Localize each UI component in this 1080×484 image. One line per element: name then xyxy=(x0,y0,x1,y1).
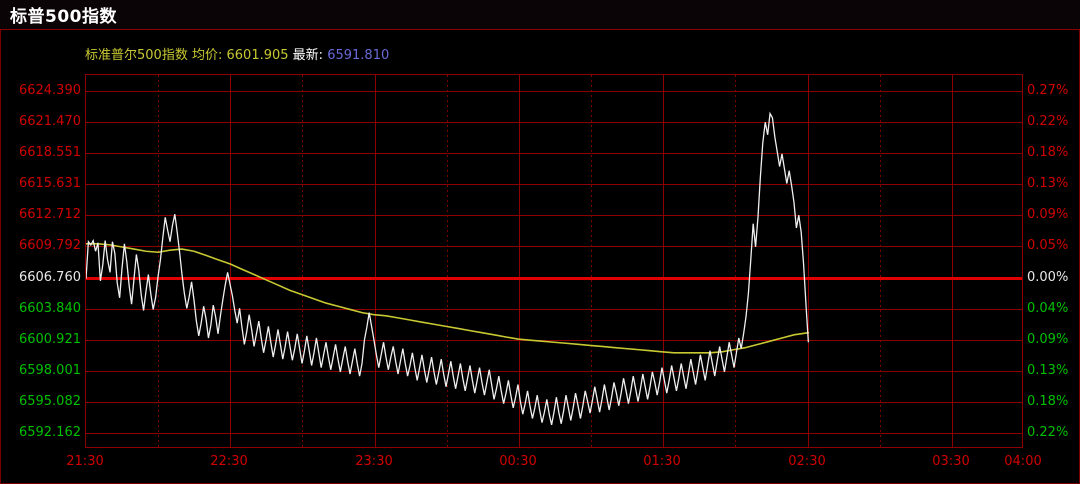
y-axis-right-tick: 0.18% xyxy=(1027,145,1069,160)
y-axis-left-tick: 6615.631 xyxy=(18,176,81,191)
y-axis-right-tick: 0.05% xyxy=(1027,238,1069,253)
y-axis-right-tick: 0.00% xyxy=(1027,270,1069,285)
plot-area[interactable] xyxy=(85,74,1023,448)
gridline-horizontal xyxy=(86,309,1022,310)
gridline-vertical xyxy=(808,75,809,447)
legend-last-label: 最新: xyxy=(292,48,324,63)
x-axis-tick: 04:00 xyxy=(1004,454,1042,469)
x-axis-tick: 23:30 xyxy=(355,454,393,469)
gridline-horizontal xyxy=(86,122,1022,123)
gridline-vertical xyxy=(519,75,520,447)
legend-last-value: 6591.810 xyxy=(327,48,390,63)
gridline-horizontal xyxy=(86,91,1022,92)
y-axis-left-tick: 6595.082 xyxy=(18,394,81,409)
y-axis-left-tick: 6603.840 xyxy=(18,301,81,316)
y-axis-right-tick: 0.09% xyxy=(1027,207,1069,222)
x-axis-tick: 02:30 xyxy=(788,454,826,469)
gridline-vertical-minor xyxy=(880,75,881,447)
x-axis: 21:30 22:30 23:30 00:30 01:30 02:30 03:30 04:00 xyxy=(66,450,1041,476)
gridline-horizontal xyxy=(86,371,1022,372)
y-axis-left-tick: 6609.792 xyxy=(18,238,81,253)
y-axis-right-tick: 0.09% xyxy=(1027,332,1069,347)
chart-legend: 标准普尔500指数 均价: 6601.905 最新: 6591.810 xyxy=(85,44,389,63)
gridline-horizontal xyxy=(86,340,1022,341)
gridline-vertical xyxy=(375,75,376,447)
price-line xyxy=(86,111,810,425)
gridline-vertical-minor xyxy=(591,75,592,447)
gridline-horizontal xyxy=(86,433,1022,434)
y-axis-left-tick: 6606.760 xyxy=(18,270,81,285)
y-axis-left: 6624.390 6621.470 6618.551 6615.631 6612.712… xyxy=(1,74,83,448)
chart-frame: 标准普尔500指数 均价: 6601.905 最新: 6591.810 6624… xyxy=(0,30,1080,484)
y-axis-right: 0.27% 0.22% 0.18% 0.13% 0.09% 0.05% 0.00% 0.04%… xyxy=(1027,74,1080,448)
gridline-horizontal xyxy=(86,246,1022,247)
y-axis-left-tick: 6600.921 xyxy=(18,332,81,347)
y-axis-right-tick: 0.04% xyxy=(1027,301,1069,316)
gridline-vertical-minor xyxy=(302,75,303,447)
y-axis-right-tick: 0.18% xyxy=(1027,394,1069,409)
gridline-vertical xyxy=(230,75,231,447)
x-axis-tick: 21:30 xyxy=(66,454,104,469)
x-axis-tick: 01:30 xyxy=(643,454,681,469)
page-title: 标普500指数 xyxy=(10,7,117,27)
gridline-horizontal xyxy=(86,215,1022,216)
gridline-vertical xyxy=(663,75,664,447)
y-axis-left-tick: 6598.001 xyxy=(18,363,81,378)
y-axis-left-tick: 6621.470 xyxy=(18,114,81,129)
y-axis-right-tick: 0.27% xyxy=(1027,83,1069,98)
gridline-vertical xyxy=(952,75,953,447)
gridline-vertical-minor xyxy=(447,75,448,447)
y-axis-left-tick: 6618.551 xyxy=(18,145,81,160)
y-axis-left-tick: 6592.162 xyxy=(18,425,81,440)
gridline-horizontal xyxy=(86,402,1022,403)
y-axis-left-tick: 6624.390 xyxy=(18,83,81,98)
legend-series-name: 标准普尔500指数 xyxy=(85,48,188,63)
gridline-horizontal xyxy=(86,153,1022,154)
y-axis-right-tick: 0.13% xyxy=(1027,363,1069,378)
x-axis-tick: 22:30 xyxy=(210,454,248,469)
x-axis-tick: 00:30 xyxy=(499,454,537,469)
legend-avg-label: 均价: xyxy=(191,48,223,63)
legend-avg-value: 6601.905 xyxy=(226,48,289,63)
series-layer xyxy=(86,111,810,425)
x-axis-tick: 03:30 xyxy=(932,454,970,469)
baseline-marker xyxy=(86,277,1022,280)
title-bar: 标普500指数 xyxy=(0,0,1080,30)
y-axis-left-tick: 6612.712 xyxy=(18,207,81,222)
y-axis-right-tick: 0.13% xyxy=(1027,176,1069,191)
y-axis-right-tick: 0.22% xyxy=(1027,425,1069,440)
average-line xyxy=(86,242,810,354)
gridline-vertical-minor xyxy=(158,75,159,447)
gridline-vertical-minor xyxy=(735,75,736,447)
gridline-horizontal xyxy=(86,184,1022,185)
y-axis-right-tick: 0.22% xyxy=(1027,114,1069,129)
